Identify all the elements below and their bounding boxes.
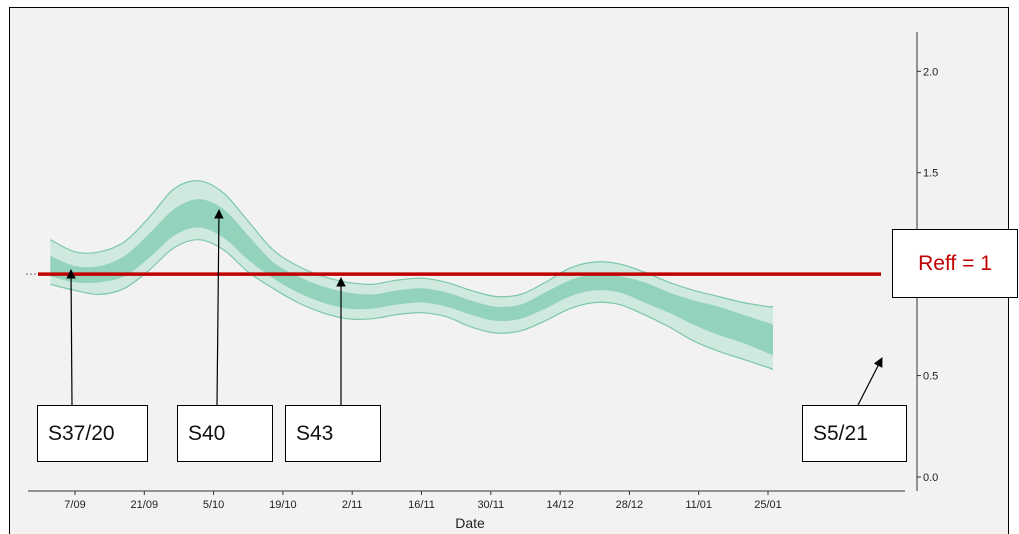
- annotation-s43: S43: [285, 405, 381, 462]
- annotation-s40: S40: [177, 405, 273, 462]
- inner-credible-band: [50, 199, 774, 356]
- y-tick-label: 0.0: [923, 472, 938, 484]
- x-tick-label: 25/01: [754, 499, 782, 511]
- x-tick-label: 19/10: [269, 499, 297, 511]
- x-tick-label: 14/12: [546, 499, 574, 511]
- median-line: [50, 212, 774, 342]
- x-tick-label: 21/09: [131, 499, 159, 511]
- x-tick-label: 7/09: [64, 499, 85, 511]
- y-tick-label: 2.0: [923, 66, 938, 78]
- annotation-arrow: [857, 357, 883, 406]
- x-axis-label: Date: [455, 515, 485, 531]
- x-tick-label: 16/11: [408, 499, 435, 511]
- x-tick-label: 30/11: [477, 499, 504, 511]
- annotation-arrow: [66, 269, 76, 406]
- outer-band-lower-edge: [50, 239, 774, 371]
- x-tick-label: 5/10: [203, 499, 224, 511]
- y-tick-label: 1.5: [923, 168, 938, 180]
- outer-band-upper-edge: [50, 180, 774, 308]
- annotation-s5-21: S5/21: [802, 405, 907, 462]
- y-tick-label: 0.5: [923, 371, 938, 383]
- reff-label: Reff = 1: [892, 229, 1018, 298]
- annotation-s37-20: S37/20: [37, 405, 148, 462]
- x-tick-label: 2/11: [342, 499, 363, 511]
- annotation-arrow: [214, 209, 224, 406]
- x-tick-label: 28/12: [616, 499, 644, 511]
- x-tick-label: 11/01: [685, 499, 712, 511]
